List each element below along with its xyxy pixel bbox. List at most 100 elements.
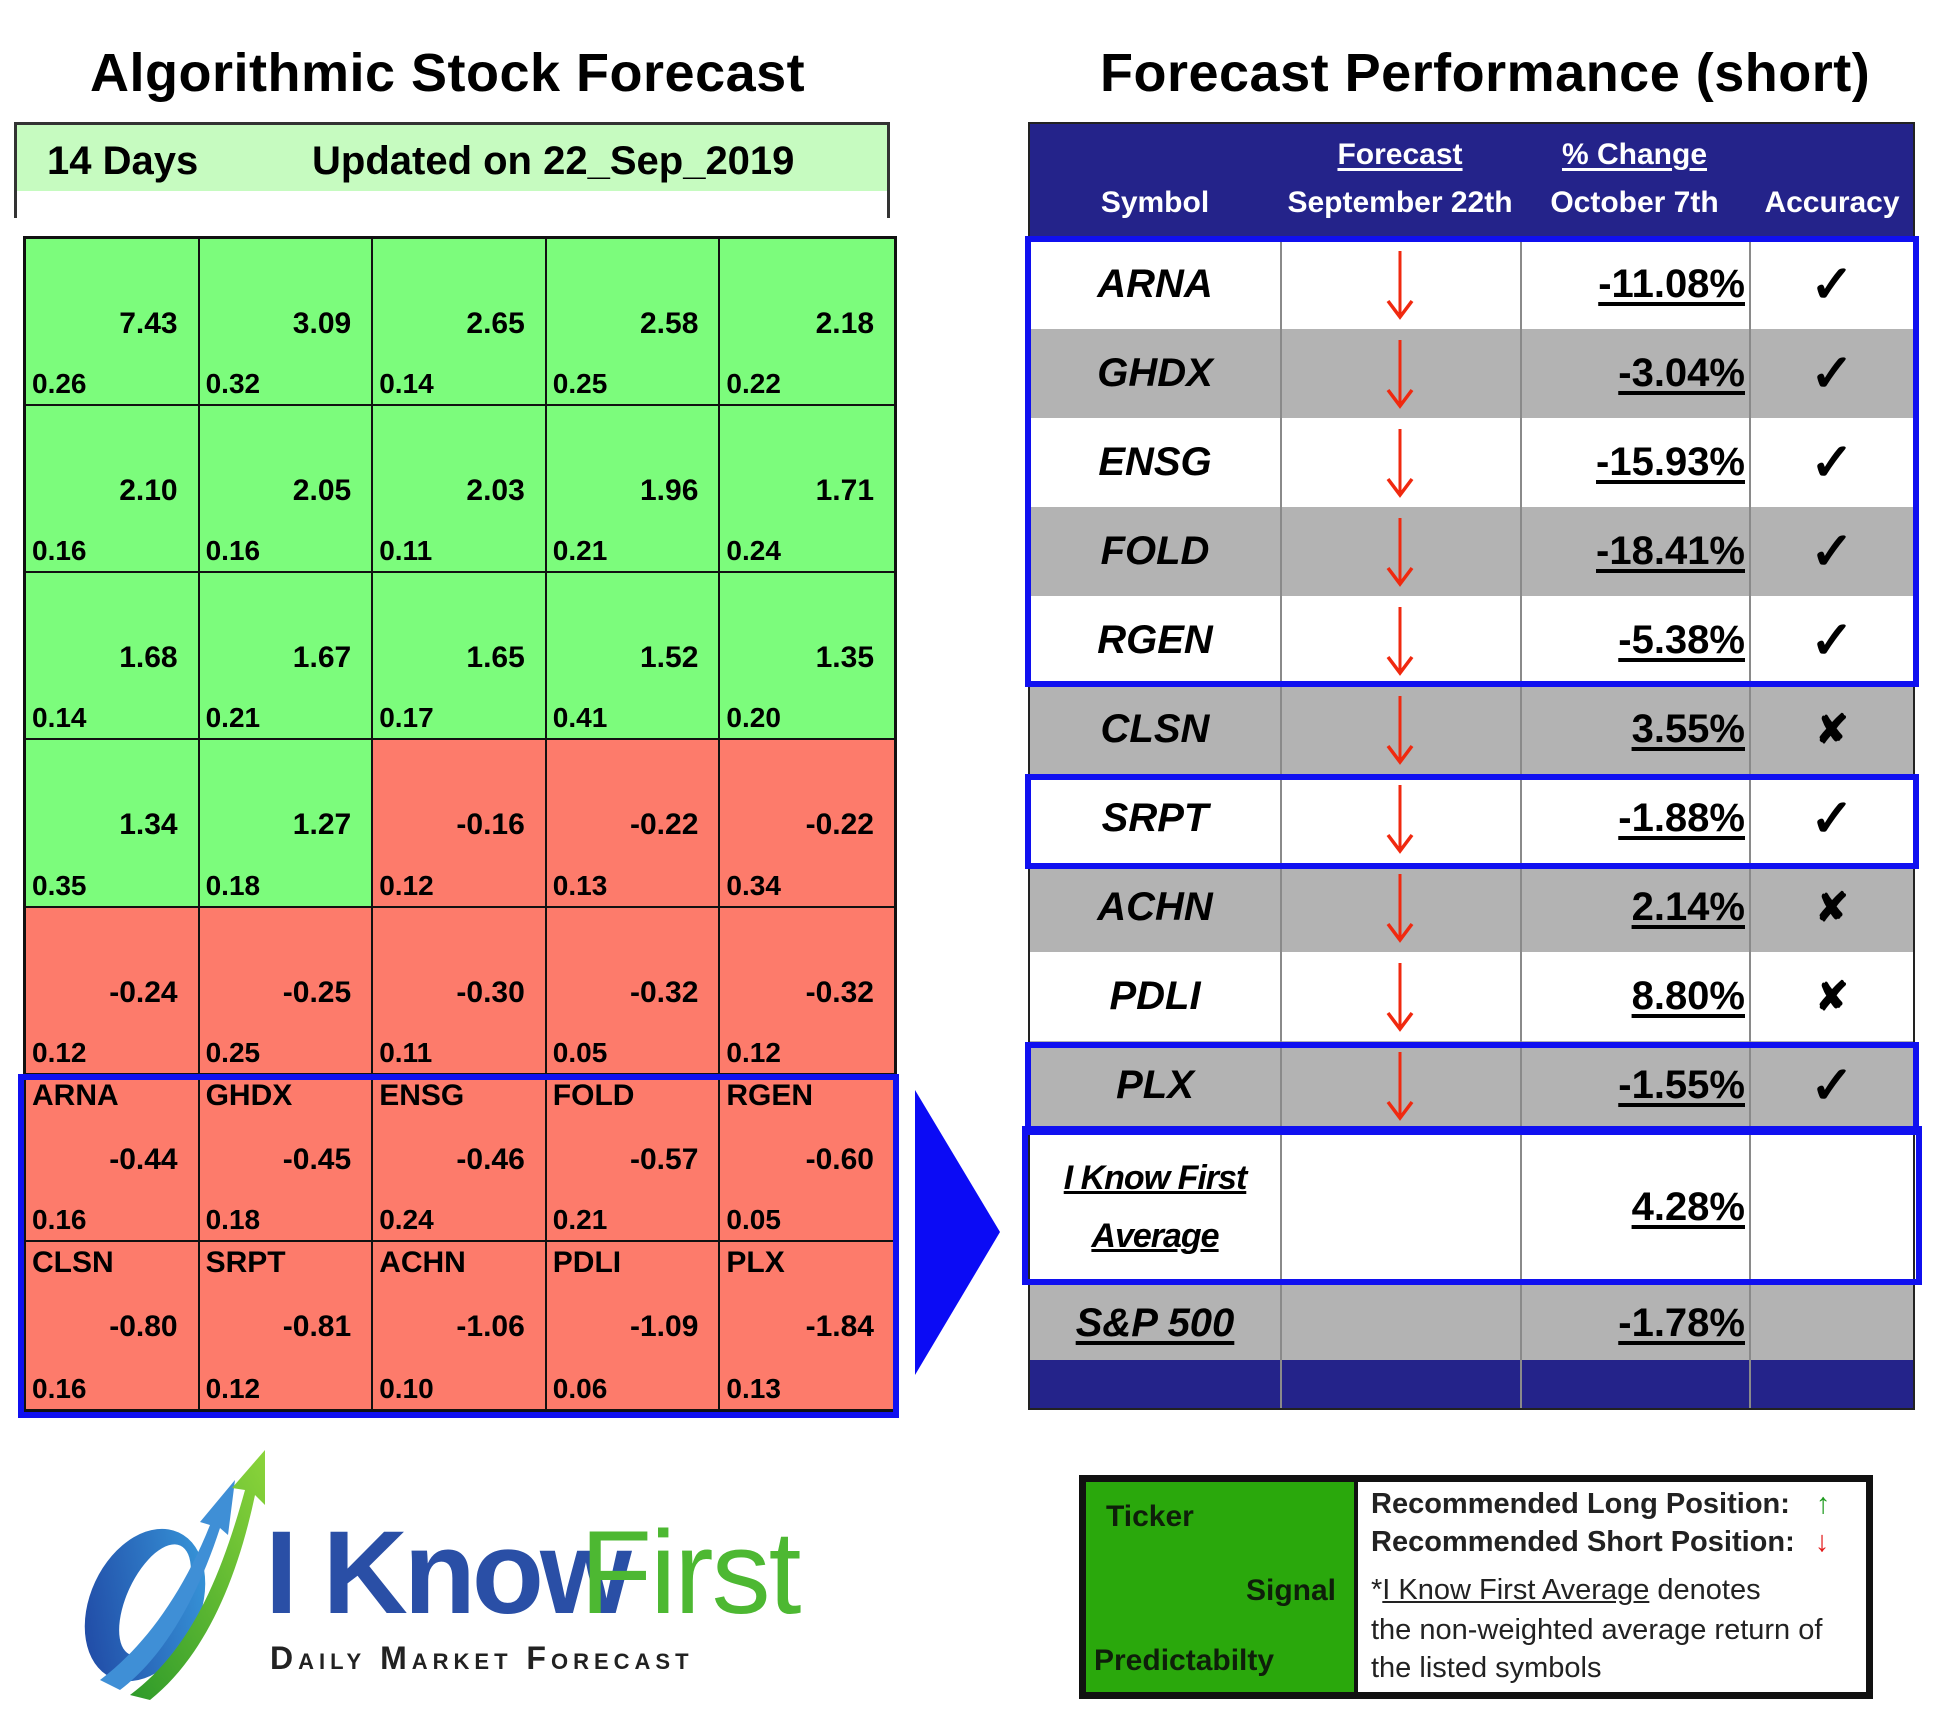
checkmark-icon: ✓ (1810, 255, 1854, 314)
forecast-cell: 1.35 0.20 (720, 573, 894, 741)
cell-signal: 2.05 (292, 474, 352, 508)
cell-predictability: 0.17 (379, 702, 434, 734)
row-symbol: CLSN (1100, 707, 1210, 751)
table-row: PLX -1.55% ✓ (1030, 1041, 1913, 1130)
cell-predictability: 0.18 (205, 1203, 261, 1235)
cell-predictability: 0.32 (205, 368, 261, 400)
cell-signal: 2.58 (640, 307, 699, 340)
arrow-down-icon: ↓ (1814, 1526, 1830, 1558)
cell-predictability: 0.35 (32, 869, 87, 901)
cell-signal: 3.09 (292, 307, 352, 340)
cell-predictability: 0.25 (205, 1036, 261, 1068)
forecast-cell: 1.65 0.17 (373, 573, 547, 741)
col-symbol: Symbol (1100, 186, 1210, 219)
table-row: SRPT -1.88% ✓ (1030, 774, 1913, 863)
checkmark-icon: ✓ (1810, 611, 1854, 670)
cell-predictability: 0.05 (552, 1036, 608, 1068)
cell-predictability: 0.14 (379, 368, 434, 400)
forecast-cell: -0.22 0.34 (720, 740, 894, 908)
forecast-cell: 1.68 0.14 (26, 573, 200, 741)
cell-ticker: RGEN (726, 1078, 814, 1112)
cell-signal: -0.44 (109, 1142, 178, 1176)
note-asterisk: * (1371, 1574, 1383, 1606)
arrow-down-icon (1280, 418, 1520, 507)
table-header: Symbol Forecast September 22th % Change … (1030, 124, 1913, 240)
forecast-updated-date: Updated on 22_Sep_2019 (312, 139, 795, 183)
forecast-cell: 1.71 0.24 (720, 406, 894, 574)
forecast-cell: 1.34 0.35 (26, 740, 200, 908)
row-change: -3.04% (1618, 351, 1745, 395)
column-divider (1520, 240, 1522, 1408)
benchmark-row: S&P 500 -1.78% (1030, 1285, 1913, 1362)
forecast-cell: 2.18 0.22 (720, 239, 894, 407)
cell-predictability: 0.12 (379, 869, 434, 901)
row-change: -1.88% (1618, 796, 1745, 840)
rising-arrows-icon (84, 1450, 265, 1700)
cell-signal: -0.81 (282, 1309, 352, 1343)
cell-signal: 2.10 (119, 474, 178, 508)
logo-word-first: First (580, 1507, 801, 1639)
cell-predictability: 0.21 (205, 702, 261, 734)
cell-predictability: 0.13 (552, 869, 608, 901)
forecast-cell: CLSN -0.80 0.16 (26, 1241, 200, 1409)
forecast-title: Algorithmic Stock Forecast (90, 43, 806, 103)
forecast-cell: -0.25 0.25 (199, 907, 374, 1075)
performance-title: Forecast Performance (short) (1100, 43, 1871, 103)
forecast-cell: -0.32 0.12 (720, 907, 894, 1075)
cell-predictability: 0.16 (205, 535, 261, 567)
note-ikf-average: I Know First Average (1382, 1574, 1650, 1606)
row-change: 3.55% (1631, 707, 1745, 751)
forecast-cell: PLX -1.84 0.13 (720, 1241, 894, 1409)
table-row: GHDX -3.04% ✓ (1030, 329, 1913, 418)
cell-predictability: 0.21 (552, 535, 608, 567)
cell-ticker: GHDX (205, 1078, 293, 1112)
cell-predictability: 0.22 (726, 368, 781, 400)
cell-signal: -0.16 (456, 808, 525, 842)
forecast-cell: -0.16 0.12 (373, 740, 547, 908)
average-label-line1: I Know First (1063, 1158, 1248, 1197)
cell-predictability: 0.41 (552, 702, 608, 734)
row-symbol: ENSG (1098, 440, 1212, 484)
forecast-cell: -0.32 0.05 (546, 907, 721, 1075)
row-change: -15.93% (1596, 440, 1745, 484)
cell-predictability: 0.11 (379, 535, 433, 567)
row-symbol: GHDX (1097, 351, 1213, 395)
col-change-date: October 7th (1550, 186, 1719, 219)
cell-predictability: 0.26 (32, 368, 87, 400)
arrow-down-icon (1280, 240, 1520, 329)
cell-signal: 2.03 (466, 474, 525, 508)
legend-ticker: Ticker (1106, 1500, 1194, 1533)
cell-signal: -0.60 (805, 1142, 874, 1176)
arrow-down-icon (1280, 863, 1520, 952)
cell-ticker: PDLI (552, 1245, 622, 1279)
table-row: PDLI 8.80% ✘ (1030, 952, 1913, 1041)
logo-tagline: Daily Market Forecast (270, 1640, 694, 1676)
cell-signal: -0.22 (630, 808, 699, 842)
cell-signal: 1.27 (292, 808, 352, 842)
note-denotes: denotes (1649, 1574, 1761, 1606)
cell-predictability: 0.12 (726, 1036, 781, 1068)
logo-word-i-know: I Know (265, 1507, 632, 1639)
cross-icon: ✘ (1815, 885, 1849, 930)
row-change: -18.41% (1596, 529, 1745, 573)
legend-short-label: Recommended Short Position: (1371, 1526, 1795, 1558)
row-symbol: FOLD (1100, 529, 1210, 573)
column-divider (1280, 240, 1282, 1408)
col-forecast-top: Forecast (1337, 138, 1463, 171)
legend-long: Recommended Long Position: ↑ (1371, 1488, 1830, 1521)
forecast-cell: SRPT -0.81 0.12 (199, 1241, 374, 1409)
row-symbol: ARNA (1097, 262, 1213, 306)
row-symbol: PLX (1116, 1063, 1194, 1107)
checkmark-icon: ✓ (1810, 344, 1854, 403)
legend-predictability: Predictabilty (1094, 1644, 1275, 1677)
cell-signal: 2.65 (466, 307, 525, 340)
average-label-line2: Average (1091, 1216, 1219, 1255)
cell-predictability: 0.12 (32, 1036, 87, 1068)
cell-ticker: PLX (726, 1245, 785, 1279)
cell-signal: -1.09 (630, 1309, 699, 1343)
cell-predictability: 0.16 (32, 535, 87, 567)
legend-box: Ticker Signal Predictabilty Recommended … (1079, 1475, 1873, 1699)
cell-signal: -0.32 (630, 975, 699, 1009)
legend-note-line2: the non-weighted average return of (1371, 1614, 1823, 1646)
average-change: 4.28% (1631, 1185, 1745, 1229)
